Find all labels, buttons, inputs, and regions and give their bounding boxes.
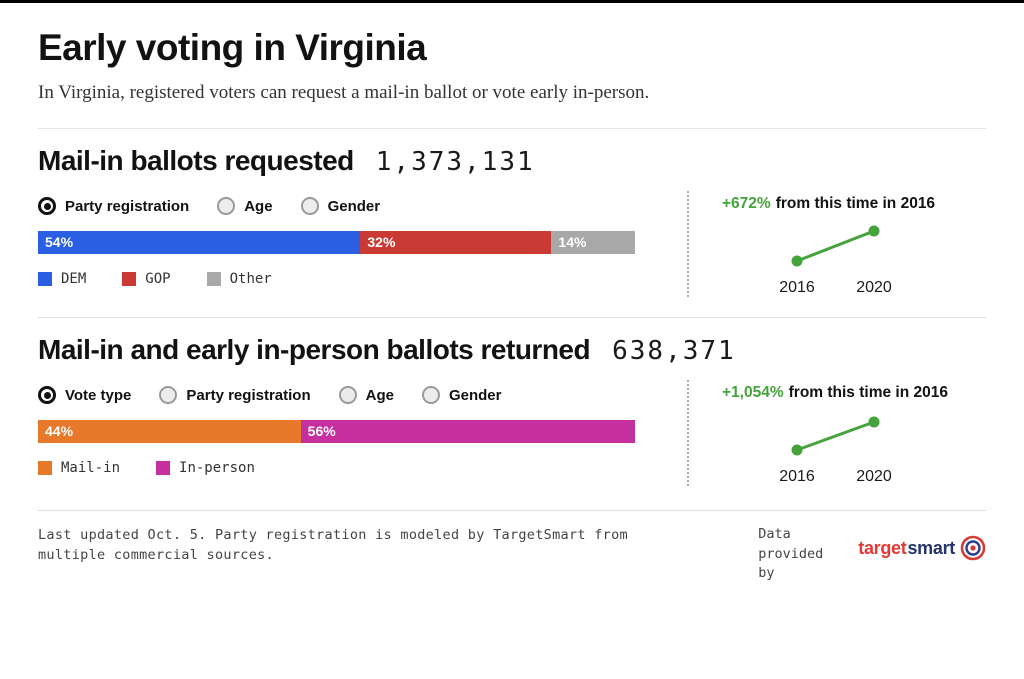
comparison-delta: +1,054% xyxy=(722,384,784,401)
filter-label: Age xyxy=(365,386,394,404)
section-heading: Mail-in ballots requested xyxy=(38,145,354,176)
legend-item-dem: DEM xyxy=(38,271,86,287)
legend-swatch xyxy=(122,272,137,286)
legend-label: GOP xyxy=(145,271,171,287)
radio-icon xyxy=(38,386,56,404)
bar-segment-mail-in: 44% xyxy=(38,420,301,443)
radio-icon xyxy=(38,197,56,215)
section-header: Mail-in and early in-person ballots retu… xyxy=(38,334,986,366)
legend-item-gop: GOP xyxy=(122,271,171,287)
filter-label: Gender xyxy=(448,386,502,404)
footer-note: Last updated Oct. 5. Party registration … xyxy=(38,527,628,564)
section-total-count: 638,371 xyxy=(612,336,736,366)
comparison-text: +672% from this time in 2016 xyxy=(722,195,952,213)
filter-option-age[interactable]: Age xyxy=(217,197,273,215)
legend-swatch xyxy=(38,272,52,286)
filter-option-party-registration[interactable]: Party registration xyxy=(159,386,311,404)
section-header: Mail-in ballots requested 1,373,131 xyxy=(38,145,986,177)
trend-line-chart xyxy=(791,416,880,456)
filter-group: Vote type Party registration Age Gender xyxy=(38,386,635,404)
legend-label: DEM xyxy=(61,271,87,287)
dotted-divider xyxy=(687,191,689,297)
page-subtitle: In Virginia, registered voters can reque… xyxy=(38,82,650,103)
comparison-rest: from this time in 2016 xyxy=(775,195,936,212)
bar-segment-label: 44% xyxy=(45,423,74,439)
bar-segment-dem: 54% xyxy=(38,231,361,254)
legend-label: In-person xyxy=(179,460,255,476)
bar-segment-other: 14% xyxy=(551,231,635,254)
filter-option-age[interactable]: Age xyxy=(338,386,394,404)
trend-year-labels: 2016 2020 xyxy=(722,279,952,297)
filter-option-gender[interactable]: Gender xyxy=(300,197,381,215)
filter-label: Party registration xyxy=(65,197,190,215)
section-body: Vote type Party registration Age Gender xyxy=(38,380,986,486)
trend-panel: +672% from this time in 2016 2016 2020 xyxy=(689,191,952,297)
logo-text-target: target xyxy=(858,537,907,558)
legend-swatch xyxy=(156,461,171,475)
legend-swatch xyxy=(38,461,52,475)
year-label-end: 2020 xyxy=(856,279,892,296)
section-body: Party registration Age Gender 54% xyxy=(38,191,986,297)
comparison-rest: from this time in 2016 xyxy=(788,384,948,401)
bar-segment-label: 14% xyxy=(558,234,587,250)
logo-text-smart: smart xyxy=(907,537,955,558)
filter-label: Gender xyxy=(327,197,381,215)
bar-segment-gop: 32% xyxy=(360,231,552,254)
radio-icon xyxy=(217,197,236,215)
targetsmart-logo: target smart xyxy=(858,535,986,561)
legend-label: Mail-in xyxy=(61,460,121,476)
year-label-start: 2016 xyxy=(779,279,815,296)
year-label-end: 2020 xyxy=(856,468,892,485)
bar-segment-label: 32% xyxy=(367,234,396,250)
section-divider xyxy=(38,128,986,129)
section-heading: Mail-in and early in-person ballots retu… xyxy=(38,334,591,365)
year-label-start: 2016 xyxy=(779,468,815,485)
bar-legend: DEM GOP Other xyxy=(38,271,635,287)
legend-item-other: Other xyxy=(206,271,272,287)
section-ballots-returned: Mail-in and early in-person ballots retu… xyxy=(38,334,986,486)
radio-icon xyxy=(338,386,357,404)
trend-year-labels: 2016 2020 xyxy=(722,468,952,486)
early-voting-dashboard: Early voting in Virginia In Virginia, re… xyxy=(0,27,1024,584)
provider-label: Data provided by xyxy=(758,526,824,582)
bar-panel: Vote type Party registration Age Gender xyxy=(38,380,635,486)
bar-legend: Mail-in In-person xyxy=(38,460,635,476)
filter-label: Age xyxy=(244,197,273,215)
radio-icon xyxy=(300,197,319,215)
footer: Last updated Oct. 5. Party registration … xyxy=(38,510,986,584)
section-divider xyxy=(38,317,986,318)
legend-item-mail-in: Mail-in xyxy=(38,460,120,476)
bar-segment-label: 56% xyxy=(307,423,336,439)
trend-line-chart xyxy=(791,225,880,267)
section-total-count: 1,373,131 xyxy=(375,147,535,177)
comparison-text: +1,054% from this time in 2016 xyxy=(722,384,952,402)
stacked-bar-vote-type: 44% 56% xyxy=(38,420,635,443)
filter-option-party-registration[interactable]: Party registration xyxy=(38,197,189,215)
targetsmart-logo-icon xyxy=(960,535,986,561)
legend-swatch xyxy=(206,272,221,286)
data-provider-block: Data provided by target smart xyxy=(758,525,986,584)
page-title: Early voting in Virginia xyxy=(38,27,427,68)
dotted-divider xyxy=(687,380,689,486)
stacked-bar-party: 54% 32% 14% xyxy=(38,231,635,254)
bar-segment-label: 54% xyxy=(45,234,74,250)
filter-group: Party registration Age Gender xyxy=(38,197,635,215)
trend-panel: +1,054% from this time in 2016 2016 2020 xyxy=(689,380,952,486)
filter-label: Party registration xyxy=(186,386,311,404)
comparison-delta: +672% xyxy=(722,195,771,212)
filter-option-vote-type[interactable]: Vote type xyxy=(38,386,131,404)
legend-item-in-person: In-person xyxy=(156,460,255,476)
filter-label: Vote type xyxy=(65,386,132,404)
radio-icon xyxy=(421,386,440,404)
bar-segment-in-person: 56% xyxy=(300,420,635,443)
radio-icon xyxy=(159,386,178,404)
section-mail-in-requested: Mail-in ballots requested 1,373,131 Part… xyxy=(38,145,986,297)
filter-option-gender[interactable]: Gender xyxy=(421,386,502,404)
legend-label: Other xyxy=(229,271,272,287)
bar-panel: Party registration Age Gender 54% xyxy=(38,191,635,297)
